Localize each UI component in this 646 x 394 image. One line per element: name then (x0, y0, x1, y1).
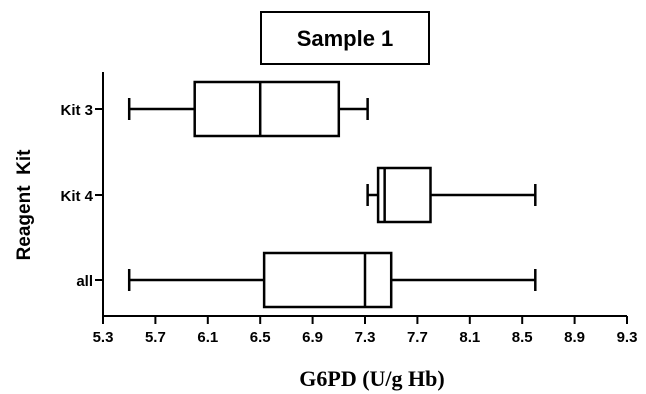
x-tick-label: 6.1 (197, 329, 218, 346)
box-kit-4 (376, 166, 432, 224)
x-tick-label: 7.3 (355, 329, 376, 346)
x-tick-label: 9.3 (617, 329, 638, 346)
title-box (260, 11, 430, 65)
x-tick-label: 8.1 (459, 329, 480, 346)
x-tick-label: 6.5 (250, 329, 271, 346)
box-kit-3 (193, 80, 341, 138)
x-tick-label: 5.7 (145, 329, 166, 346)
y-category-label-all: all (76, 273, 93, 290)
x-tick-label: 5.3 (93, 329, 114, 346)
plot-area: 5.3 5.7 6.1 6.5 6.9 7.3 7.7 8.1 8.5 8.9 9.3 Kit 3 Ki… (60, 72, 637, 346)
box-all (262, 251, 393, 309)
x-axis-title: G6PD (U/g Hb) (299, 366, 444, 391)
y-category-label-kit-4: Kit 4 (60, 188, 93, 205)
y-axis-title: Reagent Kit (14, 149, 35, 261)
y-category-label-kit-3: Kit 3 (60, 102, 93, 119)
x-tick-label: 8.9 (564, 329, 585, 346)
x-tick-label: 8.5 (512, 329, 533, 346)
x-tick-label: 7.7 (407, 329, 428, 346)
x-tick-label: 6.9 (302, 329, 323, 346)
chart-title: Sample 1 (297, 26, 394, 51)
